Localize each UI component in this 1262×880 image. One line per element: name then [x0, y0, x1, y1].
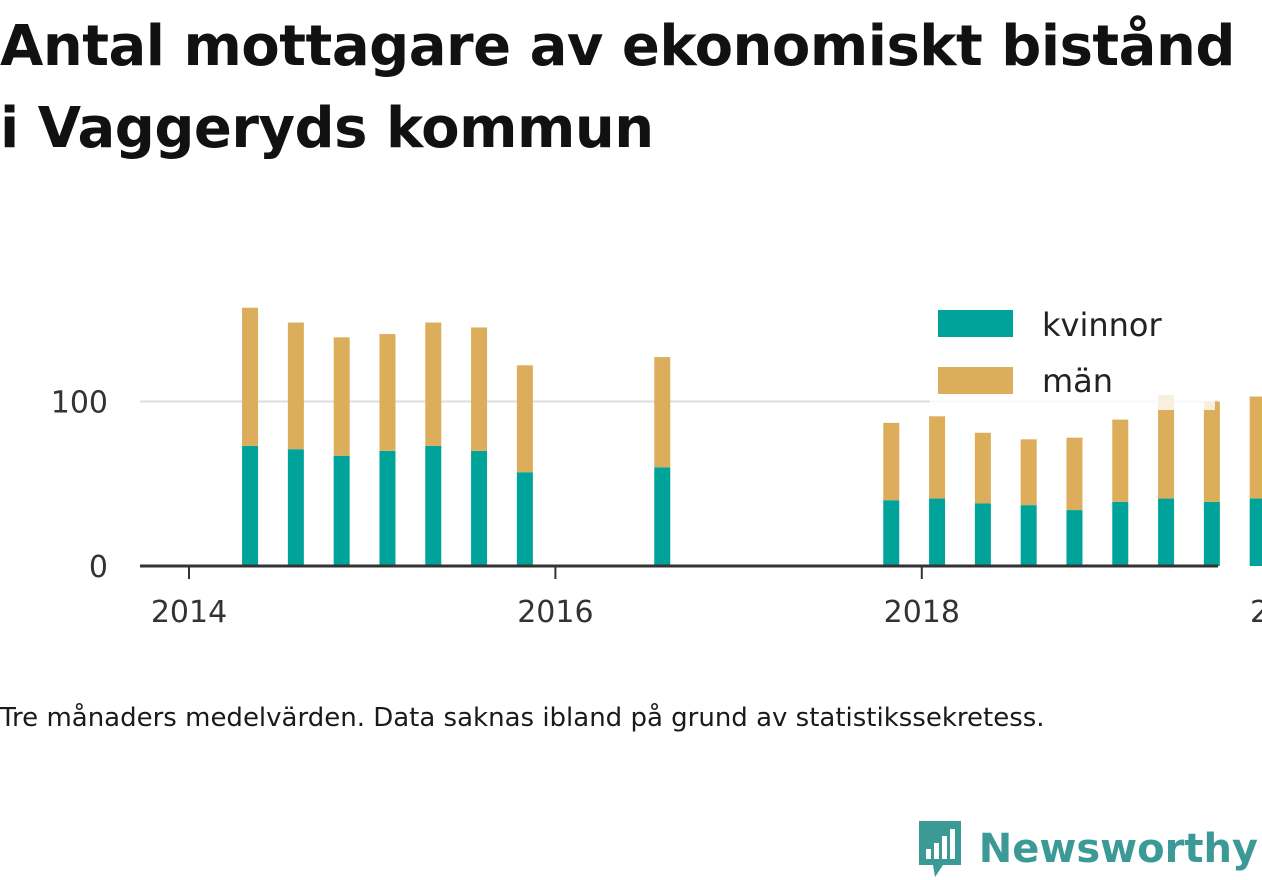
bar-man-2019-05: [1158, 394, 1175, 499]
footnote: Tre månaders medelvärden. Data saknas ib…: [0, 703, 1045, 733]
bar-kvinnor-2017-11: [883, 500, 900, 566]
y-tick-label-100: 100: [51, 386, 108, 421]
x-tick-label-2016: 2016: [517, 595, 593, 630]
stacked-bar-chart: kvinnor män 2014201620182020202220240100: [51, 306, 1262, 631]
bar-kvinnor-2018-08: [1020, 505, 1037, 566]
chart-title: Antal mottagare av ekonomiskt bistånd i …: [0, 14, 1235, 161]
x-tick-label-2020: 2020: [1250, 595, 1262, 630]
bar-kvinnor-2016-08: [654, 467, 671, 566]
bar-man-2019-08: [1203, 401, 1220, 502]
bar-man-2015-08: [471, 327, 488, 451]
bar-kvinnor-2019-08: [1203, 501, 1220, 566]
bar-kvinnor-2014-05: [242, 445, 259, 566]
legend-swatch-kvinnor: [938, 310, 1013, 337]
bar-kvinnor-2015-02: [379, 450, 396, 566]
bar-man-2015-05: [425, 322, 442, 446]
bar-kvinnor-2019-11: [1249, 498, 1262, 566]
x-tick-label-2018: 2018: [884, 595, 960, 630]
bar-man-2018-08: [1020, 439, 1037, 506]
x-tick-label-2014: 2014: [151, 595, 227, 630]
bar-man-2019-11: [1249, 396, 1262, 499]
bar-man-2017-11: [883, 422, 900, 501]
bar-kvinnor-2019-05: [1158, 498, 1175, 566]
brand-name: Newsworthy: [978, 826, 1258, 872]
legend-label-man: män: [1042, 362, 1113, 400]
bar-kvinnor-2014-11: [333, 455, 350, 566]
bar-man-2019-02: [1112, 419, 1129, 502]
bar-kvinnor-2014-08: [287, 449, 304, 566]
bar-man-2018-02: [929, 416, 946, 499]
axes: 2014201620182020202220240100: [51, 386, 1262, 631]
bar-kvinnor-2015-05: [425, 445, 442, 566]
bar-kvinnor-2015-08: [471, 450, 488, 566]
bar-man-2018-11: [1066, 437, 1083, 511]
bar-man-2014-08: [287, 322, 304, 450]
bar-man-2018-05: [974, 432, 991, 504]
legend-swatch-man: [938, 367, 1013, 394]
bar-kvinnor-2015-11: [516, 472, 533, 566]
bar-man-2015-02: [379, 334, 396, 451]
bar-kvinnor-2018-11: [1066, 510, 1083, 566]
y-tick-label-0: 0: [89, 550, 108, 585]
bar-kvinnor-2019-02: [1112, 501, 1129, 566]
bar-kvinnor-2018-02: [929, 498, 946, 566]
legend-label-kvinnor: kvinnor: [1042, 306, 1163, 344]
bar-man-2016-08: [654, 357, 671, 468]
bar-man-2015-11: [516, 365, 533, 473]
legend: kvinnor män: [930, 306, 1215, 410]
bar-kvinnor-2018-05: [974, 503, 991, 566]
bar-man-2014-05: [242, 307, 259, 446]
newsworthy-logo-icon: [918, 821, 961, 877]
bars: [242, 307, 1262, 566]
brand-logo: Newsworthy: [915, 818, 1258, 880]
bar-man-2014-11: [333, 337, 350, 456]
